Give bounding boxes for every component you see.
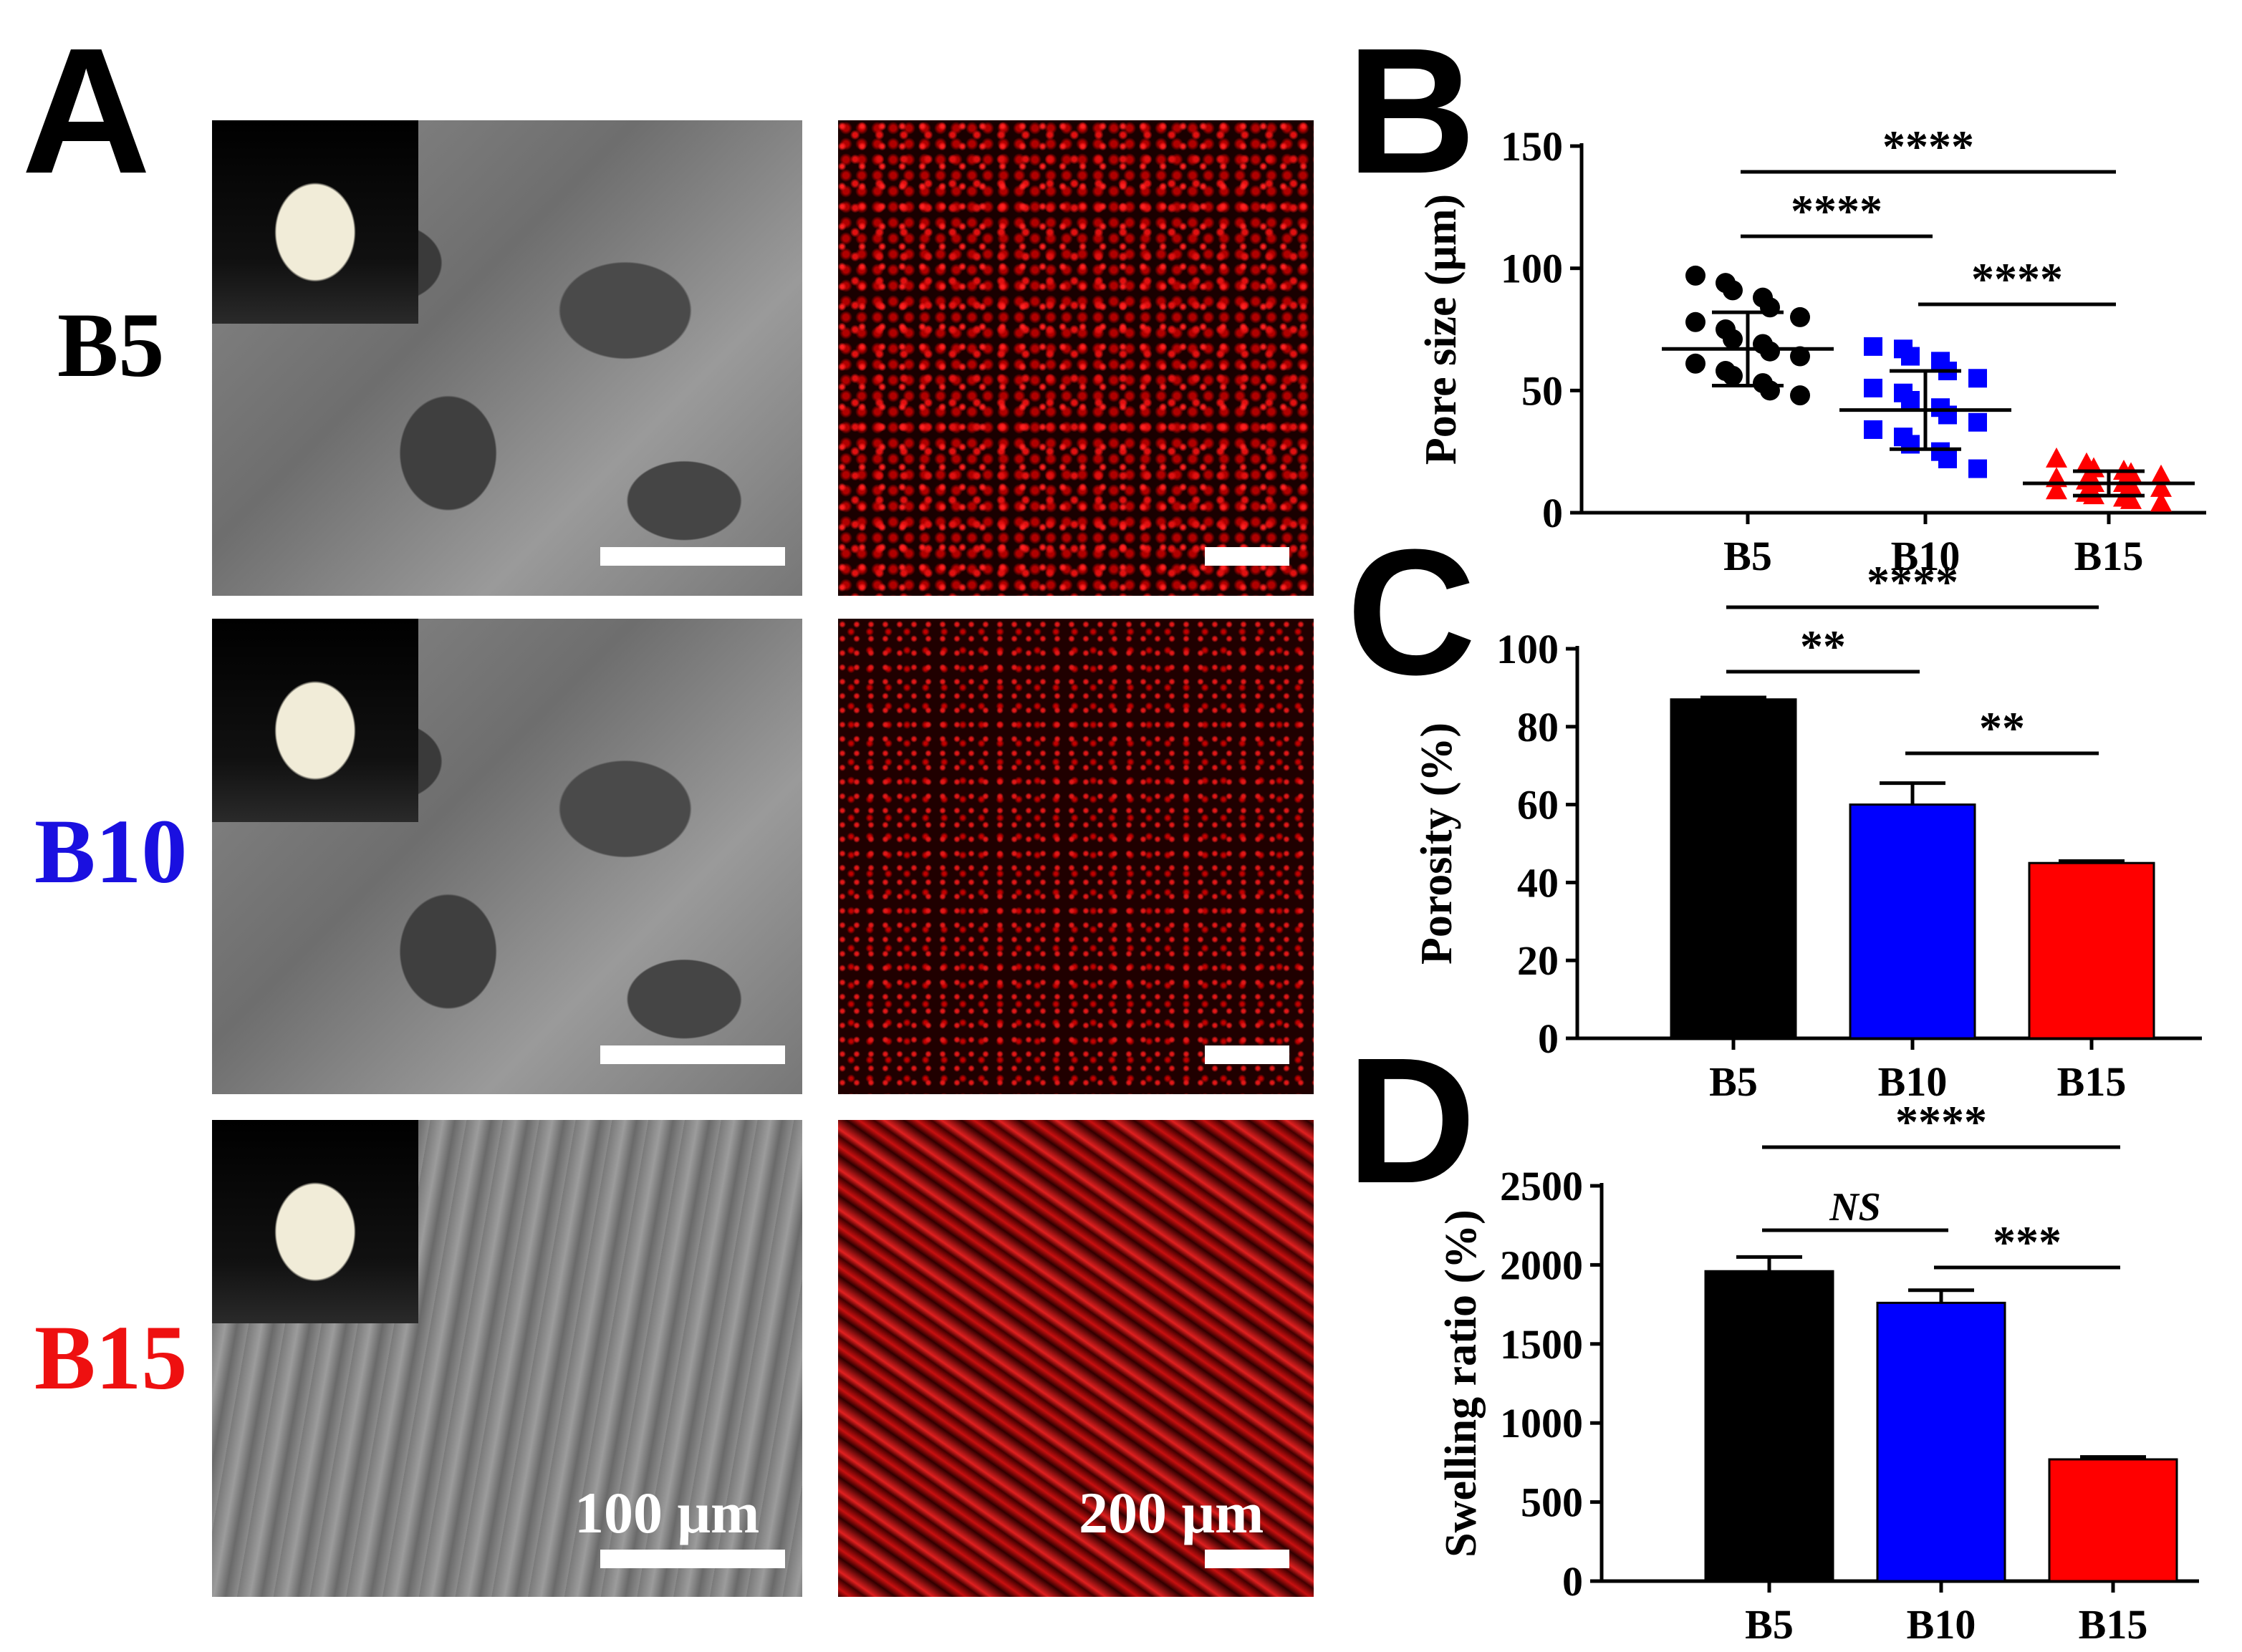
fluorescence-image-b5 (838, 120, 1314, 596)
data-point-b5 (1685, 353, 1705, 374)
panel-letter-d: D (1347, 1020, 1476, 1220)
data-point-b10 (1864, 420, 1882, 439)
y-tick-label-c: 40 (1517, 859, 1559, 906)
data-point-b10 (1864, 378, 1882, 397)
chart-swelling-ratio: 0 500 1000 1500 2000 2500 B5 B10 B15 Swelling rat… (1437, 1103, 2199, 1648)
significance-label-b: **** (1971, 253, 2063, 304)
scale-bar-label-sem: 100 μm (574, 1480, 760, 1545)
y-axis-label-d: Swelling ratio (%) (1437, 1209, 1486, 1557)
y-tick-label-c: 0 (1538, 1015, 1559, 1062)
data-point-b10 (1901, 347, 1920, 366)
panel-letter-a: A (21, 11, 151, 211)
scale-bar-fluo-b15 (1205, 1550, 1289, 1568)
data-point-b15 (2150, 476, 2172, 497)
data-point-b10 (1901, 390, 1920, 410)
data-point-b15 (2150, 491, 2172, 512)
bar-b10-c (1849, 803, 1976, 1040)
x-tick-label-b: B10 (1891, 533, 1960, 579)
data-point-b5 (1685, 265, 1705, 286)
significance-label-d: *** (1993, 1217, 2061, 1267)
x-tick-label-b: B5 (1723, 533, 1772, 579)
data-point-b10 (1968, 412, 1987, 432)
scale-bar-fluo-b5 (1205, 547, 1289, 566)
data-point-b5 (1790, 385, 1810, 406)
fluorescence-image-b10 (838, 619, 1314, 1094)
y-tick-label-d: 2500 (1500, 1163, 1583, 1209)
sem-image-b5 (212, 120, 802, 596)
significance-label-b: **** (1882, 121, 1974, 172)
data-point-b15 (2046, 447, 2067, 468)
y-tick-label-c: 100 (1496, 626, 1559, 672)
scale-bar-sem-b5 (600, 547, 785, 566)
bar-b10-d (1876, 1301, 2006, 1583)
significance-label-d: **** (1895, 1103, 1987, 1147)
row-label-b10: B10 (34, 801, 188, 902)
data-point-b5 (1685, 311, 1705, 332)
row-label-b15: B15 (34, 1307, 188, 1409)
significance-label-c: ** (1800, 621, 1846, 672)
scale-bar-sem-b10 (600, 1045, 785, 1064)
y-tick-label-c: 80 (1517, 704, 1559, 750)
x-tick-label-d: B10 (1907, 1601, 1976, 1648)
x-tick-label-d: B15 (2079, 1601, 2148, 1648)
data-point-b10 (1864, 337, 1882, 356)
data-point-b5 (1790, 346, 1810, 367)
y-tick-label-b: 150 (1501, 123, 1563, 170)
data-point-b10 (1968, 459, 1987, 478)
data-point-b5 (1723, 365, 1743, 386)
scale-bar-fluo-b10 (1205, 1045, 1289, 1064)
data-point-b15 (2150, 464, 2172, 485)
x-tick-label-c: B10 (1878, 1058, 1948, 1103)
y-tick-label-b: 50 (1521, 367, 1563, 414)
x-tick-label-d: B5 (1745, 1601, 1794, 1648)
data-point-b15 (2046, 479, 2067, 500)
data-point-b5 (1790, 306, 1810, 327)
y-tick-label-d: 2000 (1500, 1242, 1583, 1288)
data-point-b5 (1723, 280, 1743, 301)
scale-bar-sem-b15 (600, 1550, 785, 1568)
y-tick-label-c: 60 (1517, 782, 1559, 829)
data-point-b10 (1968, 369, 1987, 388)
photo-inset-b5 (212, 120, 418, 324)
y-tick-label-d: 0 (1562, 1558, 1583, 1605)
data-point-b5 (1760, 341, 1780, 362)
photo-inset-b10 (212, 619, 418, 822)
data-point-b5 (1760, 380, 1780, 401)
bar-b15-d (2048, 1458, 2178, 1583)
y-tick-label-d: 500 (1521, 1479, 1583, 1526)
x-tick-label-c: B15 (2057, 1058, 2127, 1103)
y-tick-label-b: 100 (1501, 246, 1563, 292)
x-tick-label-c: B5 (1709, 1058, 1758, 1103)
significance-label-d: NS (1829, 1185, 1881, 1230)
y-axis-label-b: Pore size (μm) (1417, 194, 1466, 465)
bar-b15-c (2028, 861, 2155, 1040)
scale-bar-label-fluo: 200 μm (1079, 1480, 1264, 1545)
panel-letter-b: B (1347, 11, 1476, 211)
data-point-b10 (1938, 449, 1957, 468)
fluorescence-image-b15: 200 μm (838, 1120, 1314, 1597)
significance-label-c: ** (1979, 702, 2025, 753)
y-axis-label-c: Porosity (%) (1413, 723, 1461, 965)
panel-letter-c: C (1347, 512, 1476, 712)
y-tick-label-d: 1000 (1500, 1400, 1583, 1446)
photo-inset-b15 (212, 1120, 418, 1323)
bar-b5-c (1670, 698, 1797, 1040)
y-tick-label-d: 1500 (1500, 1321, 1583, 1368)
significance-label-c: **** (1867, 566, 1958, 607)
bar-b5-d (1704, 1270, 1834, 1583)
y-tick-label-b: 0 (1542, 490, 1563, 536)
data-point-b15 (2120, 488, 2142, 509)
y-tick-label-c: 20 (1517, 937, 1559, 984)
data-point-b5 (1760, 297, 1780, 318)
x-tick-label-b: B15 (2074, 533, 2144, 579)
sem-image-b15: 100 μm (212, 1120, 802, 1597)
sem-image-b10 (212, 619, 802, 1094)
data-point-b5 (1723, 329, 1743, 349)
row-label-b5: B5 (57, 294, 165, 396)
panel-a-image-grid: 100 μm 200 μm (212, 120, 1315, 1597)
significance-label-b: **** (1791, 185, 1882, 236)
